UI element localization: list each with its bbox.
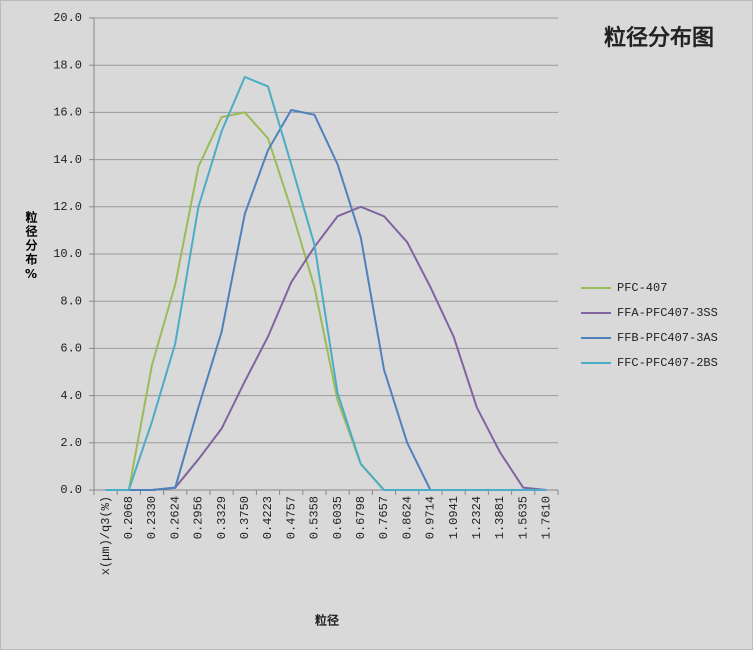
x-tick-label: 0.7657 — [377, 496, 391, 539]
x-tick-label: 0.2956 — [192, 496, 206, 539]
x-tick-label: 1.0941 — [447, 496, 461, 539]
legend-label: FFB-PFC407-3AS — [617, 331, 718, 345]
x-tick-label: 1.5635 — [516, 496, 530, 539]
x-tick-label: 0.8624 — [400, 496, 414, 539]
series-line — [105, 205, 547, 491]
x-tick-label: 1.7610 — [540, 496, 554, 539]
x-tick-label: 1.2324 — [470, 496, 484, 539]
x-tick-label: 0.5358 — [308, 496, 322, 539]
x-tick-label: 1.3881 — [493, 496, 507, 539]
y-tick-label: 20.0 — [53, 11, 82, 25]
chart-title: 粒径分布图 — [604, 25, 714, 51]
x-tick-label: 0.6798 — [354, 496, 368, 539]
x-tick-label: 0.2624 — [168, 496, 182, 539]
legend-label: FFC-PFC407-2BS — [617, 356, 718, 370]
x-tick-label: 0.4757 — [284, 496, 298, 539]
y-tick-label: 14.0 — [53, 153, 82, 167]
x-tick-label: 0.2330 — [145, 496, 159, 539]
x-tick-label: 0.4223 — [261, 496, 275, 539]
x-tick-label: 0.9714 — [424, 496, 438, 539]
x-axis-label: 粒径 — [315, 613, 339, 628]
x-tick-label: 0.2068 — [122, 496, 136, 539]
legend-label: PFC-407 — [617, 281, 667, 295]
y-tick-label: 16.0 — [53, 106, 82, 120]
y-tick-label: 8.0 — [60, 294, 82, 308]
y-axis-label: 粒径分布% — [24, 211, 38, 283]
y-tick-label: 4.0 — [60, 389, 82, 403]
y-tick-label: 12.0 — [53, 200, 82, 214]
legend-label: FFA-PFC407-3SS — [617, 306, 718, 320]
x-tick-label: x(μm)/q3(%) — [99, 496, 113, 575]
y-tick-label: 10.0 — [53, 247, 82, 261]
y-tick-label: 2.0 — [60, 436, 82, 450]
y-tick-label: 18.0 — [53, 58, 82, 72]
x-tick-label: 0.6035 — [331, 496, 345, 539]
x-tick-label: 0.3329 — [215, 496, 229, 539]
x-tick-label: 0.3750 — [238, 496, 252, 539]
series-line — [105, 75, 547, 491]
y-tick-label: 0.0 — [60, 483, 82, 497]
y-tick-label: 6.0 — [60, 342, 82, 356]
